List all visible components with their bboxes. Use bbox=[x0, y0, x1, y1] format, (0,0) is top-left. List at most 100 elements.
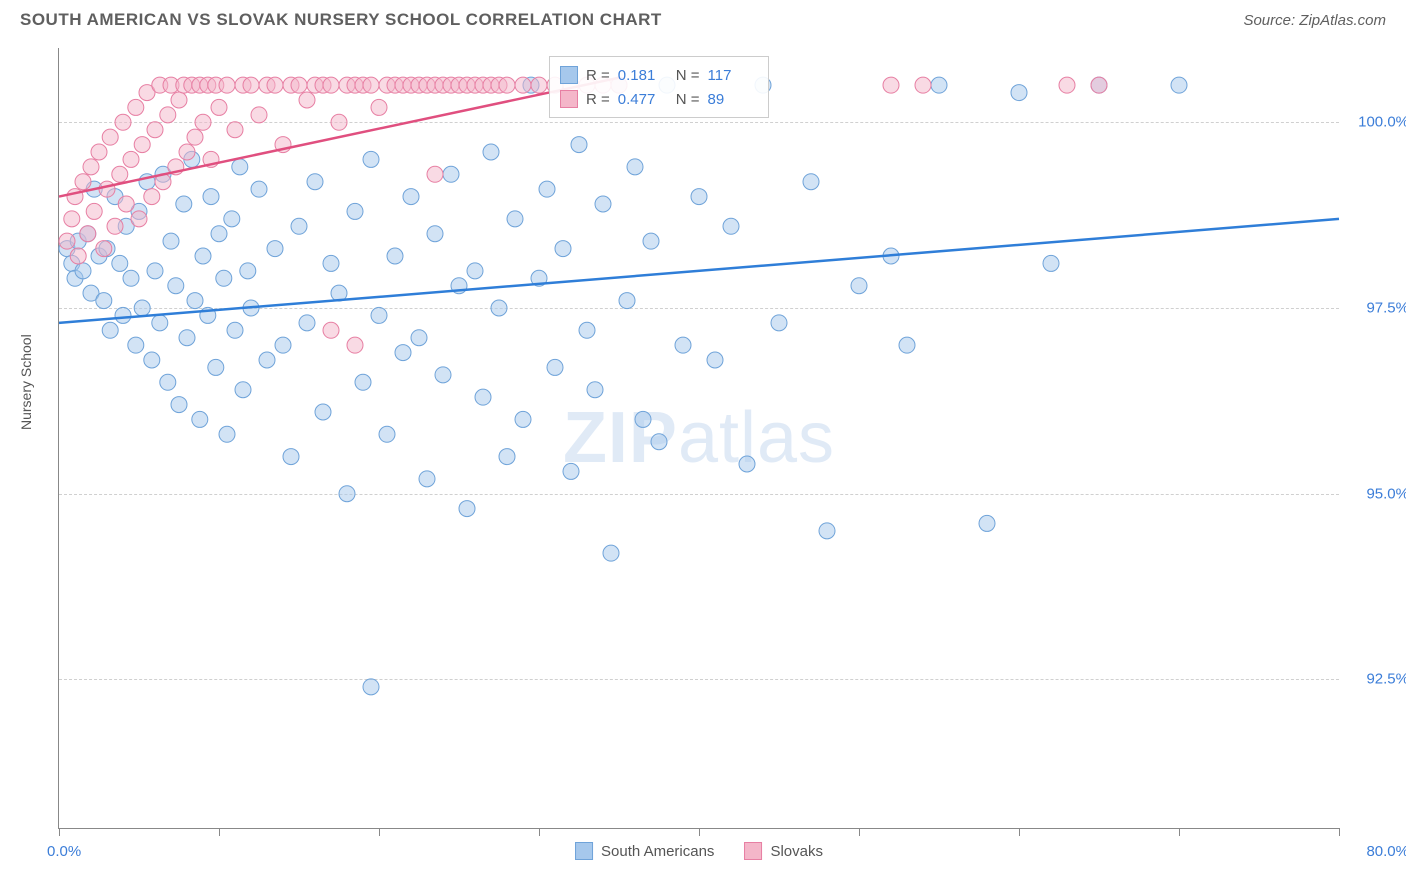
data-point[interactable] bbox=[112, 166, 128, 182]
data-point[interactable] bbox=[227, 122, 243, 138]
data-point[interactable] bbox=[819, 523, 835, 539]
data-point[interactable] bbox=[643, 233, 659, 249]
data-point[interactable] bbox=[851, 278, 867, 294]
data-point[interactable] bbox=[179, 330, 195, 346]
data-point[interactable] bbox=[91, 144, 107, 160]
data-point[interactable] bbox=[216, 270, 232, 286]
data-point[interactable] bbox=[323, 77, 339, 93]
data-point[interactable] bbox=[208, 359, 224, 375]
data-point[interactable] bbox=[651, 434, 667, 450]
data-point[interactable] bbox=[1043, 255, 1059, 271]
data-point[interactable] bbox=[171, 92, 187, 108]
data-point[interactable] bbox=[80, 226, 96, 242]
data-point[interactable] bbox=[323, 255, 339, 271]
data-point[interactable] bbox=[395, 345, 411, 361]
data-point[interactable] bbox=[883, 77, 899, 93]
data-point[interactable] bbox=[107, 218, 123, 234]
data-point[interactable] bbox=[355, 374, 371, 390]
data-point[interactable] bbox=[115, 114, 131, 130]
data-point[interactable] bbox=[240, 263, 256, 279]
data-point[interactable] bbox=[347, 337, 363, 353]
data-point[interactable] bbox=[243, 77, 259, 93]
data-point[interactable] bbox=[555, 241, 571, 257]
data-point[interactable] bbox=[102, 322, 118, 338]
data-point[interactable] bbox=[515, 77, 531, 93]
data-point[interactable] bbox=[235, 382, 251, 398]
data-point[interactable] bbox=[131, 211, 147, 227]
data-point[interactable] bbox=[627, 159, 643, 175]
data-point[interactable] bbox=[195, 248, 211, 264]
data-point[interactable] bbox=[371, 99, 387, 115]
legend-item[interactable]: Slovaks bbox=[744, 842, 823, 860]
data-point[interactable] bbox=[128, 337, 144, 353]
data-point[interactable] bbox=[211, 226, 227, 242]
data-point[interactable] bbox=[1171, 77, 1187, 93]
data-point[interactable] bbox=[128, 99, 144, 115]
data-point[interactable] bbox=[192, 411, 208, 427]
data-point[interactable] bbox=[251, 107, 267, 123]
data-point[interactable] bbox=[64, 211, 80, 227]
data-point[interactable] bbox=[331, 114, 347, 130]
data-point[interactable] bbox=[211, 99, 227, 115]
data-point[interactable] bbox=[1091, 77, 1107, 93]
data-point[interactable] bbox=[363, 151, 379, 167]
data-point[interactable] bbox=[675, 337, 691, 353]
data-point[interactable] bbox=[603, 545, 619, 561]
data-point[interactable] bbox=[291, 77, 307, 93]
data-point[interactable] bbox=[475, 389, 491, 405]
data-point[interactable] bbox=[291, 218, 307, 234]
data-point[interactable] bbox=[419, 471, 435, 487]
data-point[interactable] bbox=[176, 196, 192, 212]
data-point[interactable] bbox=[427, 166, 443, 182]
data-point[interactable] bbox=[112, 255, 128, 271]
data-point[interactable] bbox=[75, 263, 91, 279]
data-point[interactable] bbox=[187, 293, 203, 309]
data-point[interactable] bbox=[219, 77, 235, 93]
data-point[interactable] bbox=[691, 189, 707, 205]
data-point[interactable] bbox=[379, 426, 395, 442]
data-point[interactable] bbox=[102, 129, 118, 145]
data-point[interactable] bbox=[267, 241, 283, 257]
data-point[interactable] bbox=[507, 211, 523, 227]
data-point[interactable] bbox=[323, 322, 339, 338]
data-point[interactable] bbox=[443, 166, 459, 182]
data-point[interactable] bbox=[147, 122, 163, 138]
data-point[interactable] bbox=[363, 679, 379, 695]
data-point[interactable] bbox=[435, 367, 451, 383]
data-point[interactable] bbox=[1011, 85, 1027, 101]
data-point[interactable] bbox=[275, 337, 291, 353]
data-point[interactable] bbox=[123, 151, 139, 167]
data-point[interactable] bbox=[635, 411, 651, 427]
data-point[interactable] bbox=[134, 300, 150, 316]
data-point[interactable] bbox=[531, 77, 547, 93]
data-point[interactable] bbox=[163, 233, 179, 249]
data-point[interactable] bbox=[339, 486, 355, 502]
data-point[interactable] bbox=[515, 411, 531, 427]
data-point[interactable] bbox=[619, 293, 635, 309]
data-point[interactable] bbox=[299, 92, 315, 108]
data-point[interactable] bbox=[427, 226, 443, 242]
data-point[interactable] bbox=[539, 181, 555, 197]
data-point[interactable] bbox=[459, 501, 475, 517]
data-point[interactable] bbox=[803, 174, 819, 190]
data-point[interactable] bbox=[587, 382, 603, 398]
data-point[interactable] bbox=[70, 248, 86, 264]
data-point[interactable] bbox=[739, 456, 755, 472]
data-point[interactable] bbox=[96, 293, 112, 309]
data-point[interactable] bbox=[771, 315, 787, 331]
data-point[interactable] bbox=[283, 449, 299, 465]
data-point[interactable] bbox=[118, 196, 134, 212]
data-point[interactable] bbox=[979, 515, 995, 531]
data-point[interactable] bbox=[483, 144, 499, 160]
data-point[interactable] bbox=[195, 114, 211, 130]
data-point[interactable] bbox=[160, 107, 176, 123]
data-point[interactable] bbox=[347, 203, 363, 219]
data-point[interactable] bbox=[315, 404, 331, 420]
data-point[interactable] bbox=[371, 307, 387, 323]
data-point[interactable] bbox=[491, 300, 507, 316]
data-point[interactable] bbox=[579, 322, 595, 338]
data-point[interactable] bbox=[299, 315, 315, 331]
data-point[interactable] bbox=[123, 270, 139, 286]
data-point[interactable] bbox=[899, 337, 915, 353]
data-point[interactable] bbox=[571, 137, 587, 153]
